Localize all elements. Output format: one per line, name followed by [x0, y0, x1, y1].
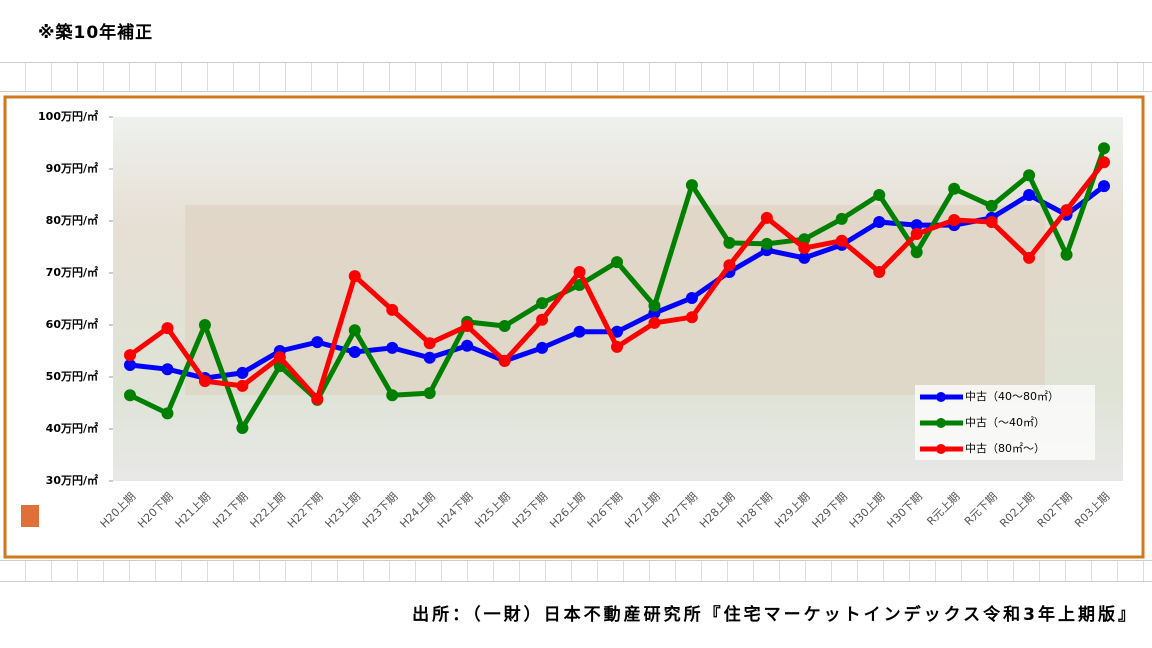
point — [536, 341, 549, 354]
point — [348, 324, 361, 337]
point — [948, 182, 961, 195]
point — [161, 407, 174, 420]
legend-label: 中古（80㎡～） — [965, 442, 1045, 455]
point — [573, 325, 586, 338]
point — [348, 346, 361, 359]
point — [273, 351, 286, 364]
point — [685, 179, 698, 192]
point — [611, 325, 623, 338]
point — [1060, 248, 1073, 261]
y-tick-label: 50万円/㎡ — [46, 369, 98, 383]
point — [760, 237, 773, 250]
point — [198, 319, 211, 331]
point — [498, 354, 511, 367]
point — [236, 379, 249, 392]
y-tick-label: 100万円/㎡ — [38, 109, 98, 123]
point — [236, 366, 249, 379]
point — [1098, 156, 1110, 169]
point — [536, 297, 549, 310]
point — [723, 259, 736, 272]
point — [798, 251, 811, 264]
point — [461, 320, 474, 333]
sheet-grid — [0, 560, 1152, 582]
point — [910, 246, 923, 259]
point — [1060, 204, 1073, 217]
y-tick-label: 40万円/㎡ — [46, 421, 98, 435]
point — [685, 291, 698, 304]
point — [573, 265, 586, 278]
point — [723, 236, 736, 249]
point — [985, 199, 998, 212]
point — [423, 337, 436, 350]
header: ※築10年補正 — [38, 23, 154, 43]
point — [198, 375, 211, 388]
point — [311, 336, 324, 349]
point — [948, 213, 961, 226]
point — [1023, 169, 1036, 182]
point — [124, 349, 136, 362]
point — [161, 363, 174, 376]
point — [386, 341, 399, 354]
point — [835, 212, 848, 225]
y-tick-label: 60万円/㎡ — [46, 317, 98, 331]
point — [910, 228, 923, 240]
point — [423, 351, 436, 364]
point — [611, 256, 623, 269]
logo — [21, 505, 39, 527]
point — [873, 265, 886, 278]
sheet-grid — [0, 62, 1152, 92]
legend-marker — [936, 444, 946, 454]
point — [536, 313, 549, 326]
point — [386, 389, 399, 402]
point — [611, 340, 623, 353]
legend-label: 中古（～40㎡） — [965, 416, 1045, 429]
point — [835, 234, 848, 247]
point — [124, 359, 136, 372]
point — [873, 189, 886, 201]
point — [1023, 189, 1036, 201]
point — [423, 387, 436, 400]
source: 出所：（一財）日本不動産研究所『住宅マーケットインデックス令和3年上期版』 — [412, 605, 1138, 625]
point — [648, 316, 661, 329]
point — [1098, 142, 1110, 155]
point — [1098, 180, 1110, 193]
point — [386, 303, 399, 316]
point — [685, 311, 698, 324]
point — [348, 270, 361, 283]
point — [498, 320, 511, 333]
legend-label: 中古（40～80㎡） — [965, 390, 1059, 403]
point — [236, 421, 249, 434]
point — [1023, 251, 1036, 264]
y-tick-label: 80万円/㎡ — [46, 213, 98, 227]
point — [873, 216, 886, 229]
point — [985, 216, 998, 229]
point — [760, 211, 773, 224]
point — [124, 389, 136, 402]
point — [798, 233, 811, 246]
point — [648, 299, 661, 312]
point — [461, 339, 474, 352]
point — [311, 392, 324, 405]
point — [798, 242, 811, 255]
point — [910, 219, 923, 232]
legend-marker — [936, 418, 946, 428]
legend-marker — [936, 392, 946, 402]
point — [161, 322, 174, 335]
y-tick-label: 90万円/㎡ — [46, 161, 98, 175]
y-tick-label: 70万円/㎡ — [46, 265, 98, 279]
y-tick-label: 30万円/㎡ — [46, 473, 98, 487]
